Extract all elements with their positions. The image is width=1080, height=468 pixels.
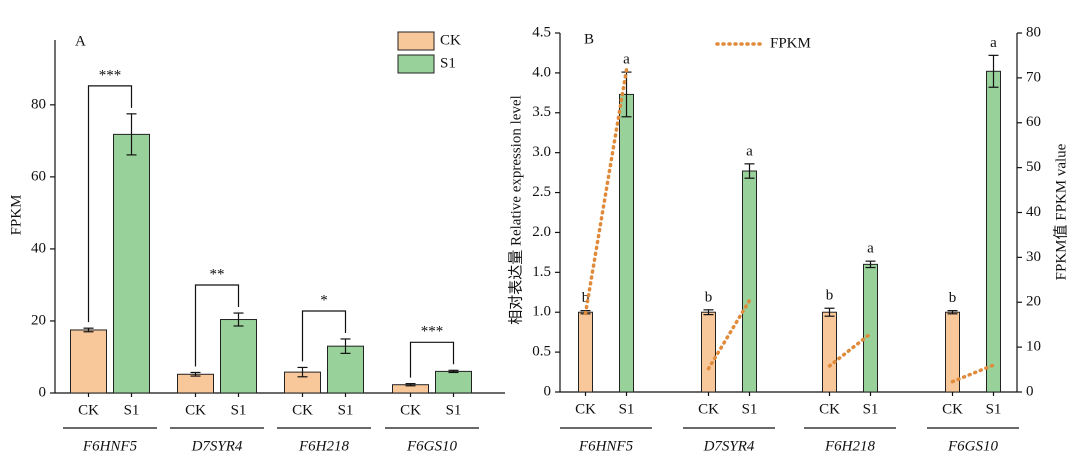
y-tick-label: 3.5 [532,104,551,120]
y2-tick-label: 50 [1026,159,1041,175]
legend-swatch [397,31,435,51]
y2-tick-label: 10 [1026,339,1041,355]
x-tick-label: S1 [863,401,879,417]
group-label: F6H218 [298,438,349,454]
panel-label: A [75,33,86,49]
y-axis-title: FPKM [8,195,24,236]
group-label: F6H218 [824,438,875,454]
bar [863,263,878,393]
group-letter: a [746,143,753,159]
x-tick-label: CK [575,401,596,417]
group-letter: a [867,241,874,257]
x-tick-label: CK [819,401,840,417]
y2-tick-label: 70 [1026,69,1041,85]
group-letter: a [990,35,997,51]
significance-label: ** [210,266,225,282]
y-tick-label: 40 [31,240,46,256]
x-tick-label: S1 [619,401,635,417]
x-tick-label: S1 [986,401,1002,417]
group-label: F6HNF5 [82,438,138,454]
y2-tick-label: 80 [1026,24,1041,40]
y2-tick-label: 60 [1026,114,1041,130]
bar [70,329,107,394]
legend-label: FPKM [770,35,811,51]
y2-tick-label: 30 [1026,249,1041,265]
group-letter: b [826,288,834,304]
legend-label: CK [440,32,461,48]
significance-bracket [301,310,347,362]
bar [822,311,837,393]
group-label: F6GS10 [947,438,998,454]
group-letter: b [949,290,957,306]
bar [435,370,472,394]
significance-bracket [87,85,133,323]
y2-axis-title: FPKM值 FPKM value [1052,143,1069,280]
bar [742,170,757,393]
y-tick-label: 20 [31,312,46,328]
y-tick-label: 4.5 [532,24,551,40]
bar [701,311,716,393]
x-tick-label: S1 [338,402,354,418]
y-tick-label: 80 [31,96,46,112]
y-tick-label: 0 [39,384,47,400]
x-tick-label: CK [400,402,421,418]
y-tick-label: 2.5 [532,184,551,200]
y-tick-label: 4.0 [532,64,551,80]
x-tick-label: CK [942,401,963,417]
group-label: F6GS10 [406,438,457,454]
bar [619,93,634,393]
group-letter: b [705,289,713,305]
x-tick-label: S1 [124,402,140,418]
y2-tick-label: 20 [1026,294,1041,310]
bar [177,373,214,394]
significance-label: *** [99,67,122,83]
bar [578,311,593,393]
bar [113,133,150,394]
fpkm-line [706,298,752,371]
significance-bracket [409,341,455,378]
y2-tick-label: 0 [1026,383,1034,399]
significance-bracket [194,284,240,367]
legend-swatch [397,54,435,74]
bar [986,70,1001,393]
significance-label: *** [421,324,444,340]
x-tick-label: CK [698,401,719,417]
group-letter: a [623,52,630,68]
y-tick-label: 0.5 [532,344,551,360]
group-label: D7SYR4 [191,438,243,454]
x-tick-label: CK [292,402,313,418]
y-tick-label: 2.0 [532,224,551,240]
fpkm-line [827,331,873,368]
x-tick-label: S1 [231,402,247,418]
panel-label: B [584,31,594,47]
group-label: D7SYR4 [703,438,755,454]
y-axis-title: 相对表达量 Relative expression level [507,95,524,325]
y-tick-label: 60 [31,168,46,184]
x-tick-label: CK [78,402,99,418]
x-tick-label: S1 [446,402,462,418]
bar [220,319,257,394]
x-tick-label: CK [185,402,206,418]
y-tick-label: 3.0 [532,144,551,160]
group-label: F6HNF5 [578,438,634,454]
fpkm-line [950,363,996,384]
fpkm-line [583,68,629,316]
x-tick-label: S1 [742,401,758,417]
y-tick-label: 1.0 [532,304,551,320]
significance-label: * [320,292,328,308]
group-letter: b [582,290,590,306]
y-tick-label: 0 [544,383,552,399]
y-tick-label: 1.5 [532,264,551,280]
y2-tick-label: 40 [1026,204,1041,220]
legend-label: S1 [440,55,456,71]
